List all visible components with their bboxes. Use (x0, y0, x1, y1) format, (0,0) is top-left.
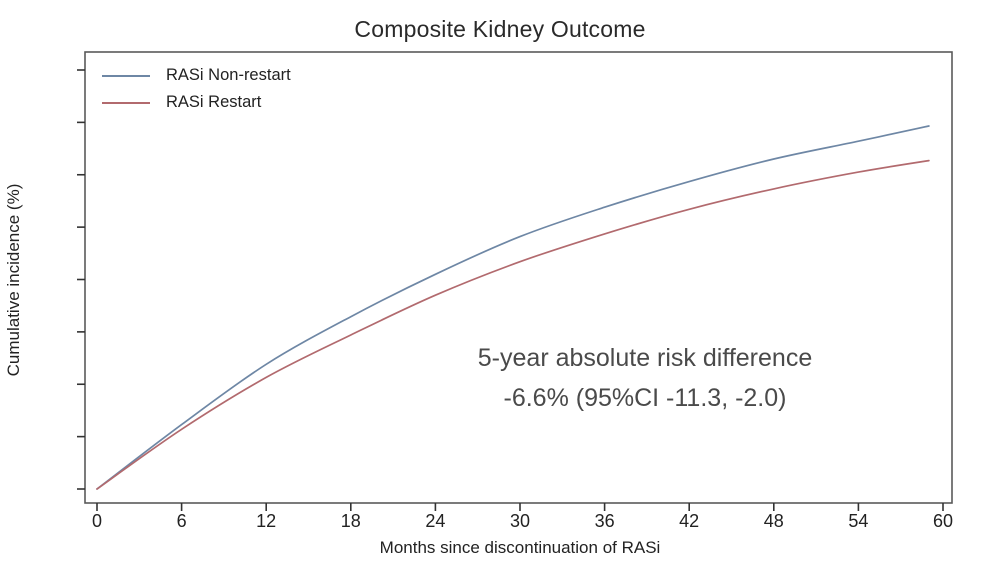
x-tick-label: 36 (594, 511, 615, 531)
risk-difference-annotation: 5-year absolute risk difference -6.6% (9… (395, 338, 895, 418)
x-tick-label: 48 (763, 511, 784, 531)
legend: RASi Non-restart RASi Restart (102, 62, 291, 116)
x-tick-label: 6 (176, 511, 187, 531)
non-restart-line-swatch (102, 74, 150, 77)
annotation-line-1: 5-year absolute risk difference (477, 344, 813, 372)
legend-item-non-restart: RASi Non-restart (102, 62, 291, 89)
x-tick-label: 60 (932, 511, 954, 531)
restart-line-swatch (102, 101, 150, 104)
legend-label-non-restart: RASi Non-restart (166, 66, 291, 84)
legend-label-restart: RASi Restart (166, 93, 262, 111)
plot-frame (84, 51, 953, 504)
x-tick-label: 0 (91, 511, 102, 531)
x-tick-label: 42 (679, 511, 700, 531)
chart-title: Composite Kidney Outcome (354, 16, 646, 42)
x-tick-label: 24 (425, 511, 446, 531)
x-tick-label: 12 (256, 511, 277, 531)
x-axis-label: Months since discontinuation of RASi (379, 538, 661, 557)
curve-non-restart (96, 125, 930, 490)
x-tick-label: 18 (340, 511, 361, 531)
x-tick-label: 54 (848, 511, 869, 531)
legend-item-restart: RASi Restart (102, 89, 291, 116)
curve-restart (96, 159, 930, 490)
annotation-line-2: -6.6% (95%CI -11.3, -2.0) (503, 384, 787, 412)
y-axis-label: Cumulative incidence (%) (4, 183, 23, 377)
x-tick-label: 30 (509, 511, 531, 531)
